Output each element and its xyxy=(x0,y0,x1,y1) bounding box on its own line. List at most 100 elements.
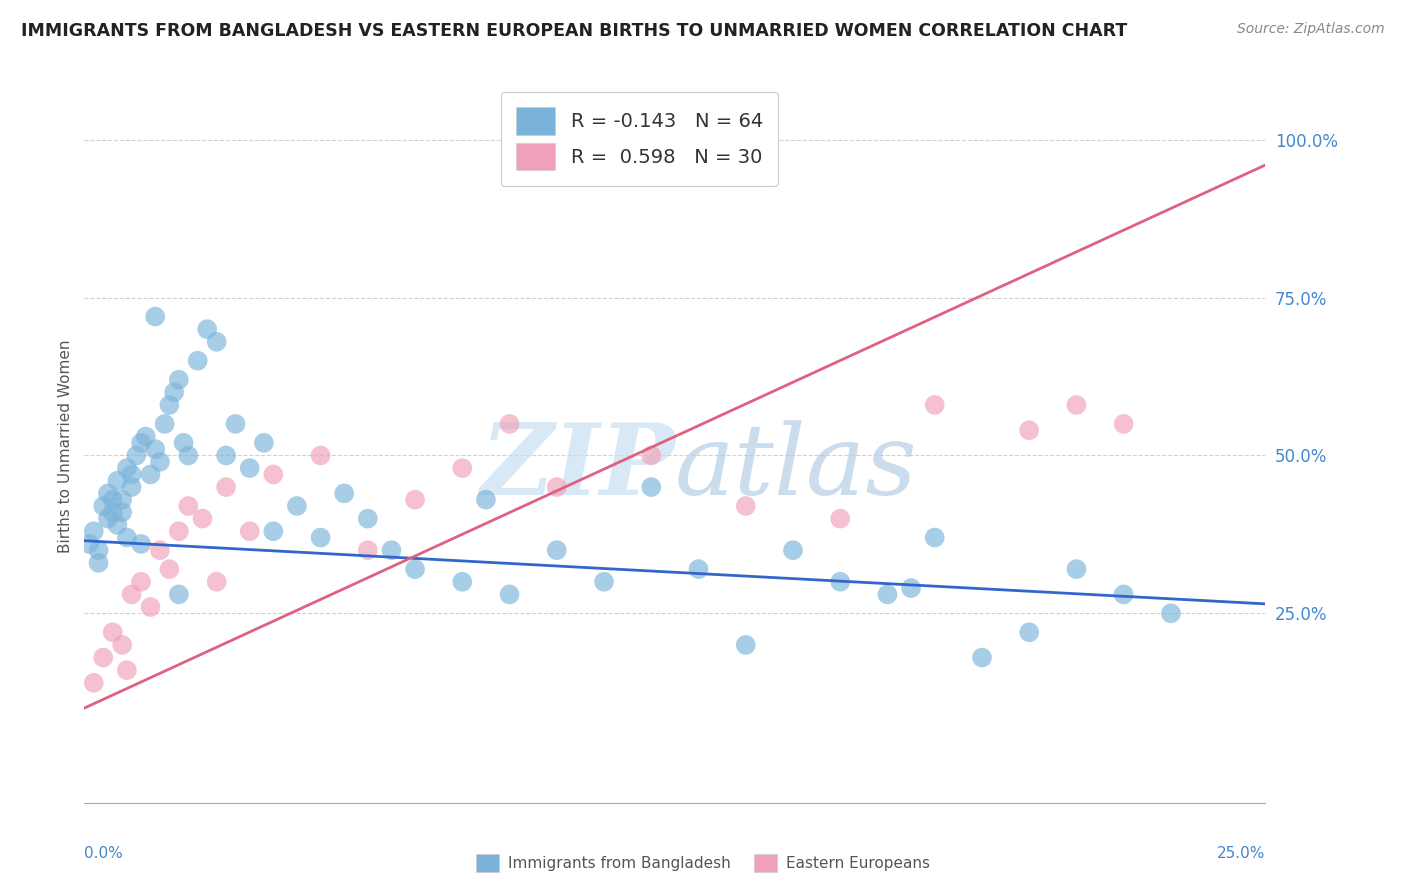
Point xyxy=(876,587,898,601)
Point xyxy=(239,461,262,475)
Point xyxy=(97,486,120,500)
Point xyxy=(215,449,238,463)
Point xyxy=(173,435,195,450)
Point xyxy=(91,499,114,513)
Point xyxy=(129,435,152,450)
Text: 25.0%: 25.0% xyxy=(1218,846,1265,861)
Point xyxy=(900,581,922,595)
Point xyxy=(111,492,134,507)
Text: IMMIGRANTS FROM BANGLADESH VS EASTERN EUROPEAN BIRTHS TO UNMARRIED WOMEN CORRELA: IMMIGRANTS FROM BANGLADESH VS EASTERN EU… xyxy=(21,22,1128,40)
Point xyxy=(157,398,180,412)
Point xyxy=(782,543,804,558)
Point xyxy=(115,531,138,545)
Point xyxy=(107,517,129,532)
Point xyxy=(91,650,114,665)
Point xyxy=(77,537,100,551)
Point xyxy=(129,574,152,589)
Point xyxy=(498,587,520,601)
Text: 0.0%: 0.0% xyxy=(84,846,124,861)
Point xyxy=(734,499,756,513)
Legend: R = -0.143   N = 64, R =  0.598   N = 30: R = -0.143 N = 64, R = 0.598 N = 30 xyxy=(501,92,779,186)
Point xyxy=(225,417,247,431)
Point xyxy=(157,562,180,576)
Point xyxy=(177,449,200,463)
Point xyxy=(97,511,120,525)
Point xyxy=(205,334,228,349)
Point xyxy=(830,511,852,525)
Point xyxy=(924,531,946,545)
Point xyxy=(121,587,143,601)
Point xyxy=(1066,398,1088,412)
Point xyxy=(688,562,710,576)
Point xyxy=(101,492,124,507)
Point xyxy=(451,461,474,475)
Point xyxy=(451,574,474,589)
Point xyxy=(262,467,284,482)
Point xyxy=(498,417,520,431)
Text: ZIP: ZIP xyxy=(479,419,675,516)
Point xyxy=(262,524,284,539)
Legend: Immigrants from Bangladesh, Eastern Europeans: Immigrants from Bangladesh, Eastern Euro… xyxy=(468,846,938,880)
Point xyxy=(195,322,218,336)
Point xyxy=(309,449,332,463)
Point xyxy=(139,467,162,482)
Point xyxy=(380,543,402,558)
Point xyxy=(111,638,134,652)
Point xyxy=(143,442,166,457)
Point xyxy=(1018,625,1040,640)
Point xyxy=(167,373,190,387)
Point xyxy=(970,650,993,665)
Point xyxy=(333,486,356,500)
Y-axis label: Births to Unmarried Women: Births to Unmarried Women xyxy=(58,339,73,553)
Point xyxy=(546,480,568,494)
Point xyxy=(101,625,124,640)
Point xyxy=(163,385,186,400)
Point xyxy=(153,417,176,431)
Text: Source: ZipAtlas.com: Source: ZipAtlas.com xyxy=(1237,22,1385,37)
Point xyxy=(121,467,143,482)
Point xyxy=(1018,423,1040,437)
Point xyxy=(177,499,200,513)
Point xyxy=(129,537,152,551)
Point xyxy=(205,574,228,589)
Point xyxy=(135,429,157,443)
Point xyxy=(149,455,172,469)
Point xyxy=(115,461,138,475)
Point xyxy=(357,543,380,558)
Point xyxy=(149,543,172,558)
Point xyxy=(167,587,190,601)
Point xyxy=(87,543,110,558)
Point xyxy=(404,562,426,576)
Point xyxy=(924,398,946,412)
Point xyxy=(139,600,162,615)
Point xyxy=(143,310,166,324)
Point xyxy=(309,531,332,545)
Point xyxy=(87,556,110,570)
Point xyxy=(1160,607,1182,621)
Point xyxy=(83,524,105,539)
Point xyxy=(285,499,308,513)
Point xyxy=(1112,587,1135,601)
Point xyxy=(546,543,568,558)
Point xyxy=(830,574,852,589)
Point xyxy=(640,480,662,494)
Point xyxy=(187,353,209,368)
Point xyxy=(111,505,134,519)
Point xyxy=(83,675,105,690)
Point xyxy=(253,435,276,450)
Point xyxy=(593,574,616,589)
Point xyxy=(121,480,143,494)
Point xyxy=(115,663,138,677)
Point xyxy=(167,524,190,539)
Point xyxy=(125,449,148,463)
Point xyxy=(191,511,214,525)
Point xyxy=(734,638,756,652)
Point xyxy=(101,505,124,519)
Text: atlas: atlas xyxy=(675,420,918,515)
Point xyxy=(1112,417,1135,431)
Point xyxy=(1066,562,1088,576)
Point xyxy=(404,492,426,507)
Point xyxy=(640,449,662,463)
Point xyxy=(239,524,262,539)
Point xyxy=(475,492,498,507)
